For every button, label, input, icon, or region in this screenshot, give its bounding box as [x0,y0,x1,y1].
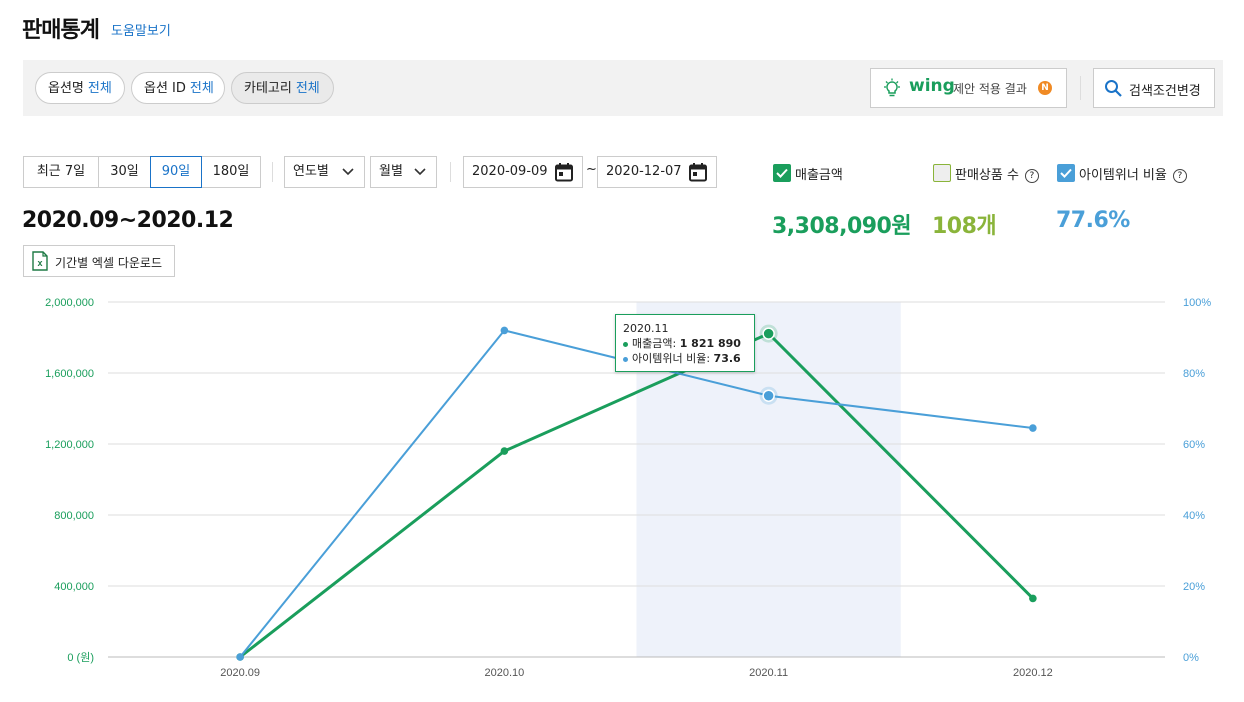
left-axis-tick-label: 0 (원) [67,651,94,664]
left-axis-tick-label: 800,000 [54,510,94,522]
right-axis-tick-label: 60% [1183,439,1205,451]
end-date-input[interactable]: 2020-12-07 [597,156,717,188]
end-date-value: 2020-12-07 [606,164,682,179]
preset-90days[interactable]: 90일 [150,156,202,188]
right-axis-tick-label: 20% [1183,581,1205,593]
preset-7days[interactable]: 최근 7일 [23,156,99,188]
chevron-down-icon [414,168,426,176]
itemwinner-label-text: 아이템위너 비율 [1079,168,1167,183]
sales-series-line [239,331,1034,659]
chart-tooltip: 2020.11 매출금액: 1 821 890 아이템위너 비율: 73.6 [615,314,755,372]
products-toggle-label: 판매상품 수? [955,164,1039,183]
option-id-label: 옵션 ID [144,81,186,96]
help-link[interactable]: 도움말보기 [111,24,171,39]
tooltip-sales-value: 1 821 890 [679,337,741,350]
divider [450,162,451,182]
category-filter[interactable]: 카테고리 전체 [231,72,334,104]
sales-checkbox[interactable] [773,164,791,182]
start-date-value: 2020-09-09 [472,164,548,179]
question-icon[interactable]: ? [1172,168,1187,183]
category-value: 전체 [295,81,320,96]
tooltip-iw-label: 아이템위너 비율: [632,352,711,365]
right-axis-tick-label: 100% [1183,297,1211,309]
search-condition-button[interactable]: 검색조건변경 [1093,68,1215,108]
sales-chart: 0 (원) 0% 400,000 20% 800,000 40% 1,200,000 60% 1… [45,297,1211,679]
wing-brand: wing [909,76,955,96]
search-condition-label: 검색조건변경 [1129,84,1201,99]
itemwinner-toggle-label: 아이템위너 비율? [1079,164,1187,183]
right-axis-tick-label: 80% [1183,368,1205,380]
chevron-down-icon [342,168,354,176]
search-icon [1105,80,1122,97]
itemwinner-checkbox[interactable] [1057,164,1075,182]
product-count: 108개 [932,214,997,239]
sales-toggle-label: 매출금액 [795,168,843,183]
check-icon [776,168,788,178]
right-axis-tick-label: 0% [1183,652,1199,664]
date-separator: ~ [586,162,597,177]
sales-total: 3,308,090원 [772,214,912,239]
tooltip-title: 2020.11 [623,322,669,335]
question-icon[interactable]: ? [1024,168,1039,183]
products-label-text: 판매상품 수 [955,168,1019,183]
lightbulb-icon [884,78,900,97]
filter-bar: 옵션명 전체 옵션 ID 전체 카테고리 전체 wing 제안 적용 결과 N 검색조… [23,60,1223,116]
wing-suggestion-label: 제안 적용 결과 [953,82,1027,96]
year-select[interactable]: 연도별 [284,156,365,188]
products-checkbox[interactable] [933,164,951,182]
itemwinner-data-point [1029,424,1037,432]
check-icon [1060,168,1072,178]
start-date-input[interactable]: 2020-09-09 [463,156,583,188]
tooltip-sales-row: 매출금액: 1 821 890 [623,336,747,351]
x-axis-tick-label: 2020.10 [484,667,524,679]
month-select-value: 월별 [379,164,403,179]
left-axis-tick-label: 400,000 [54,581,94,593]
itemwinner-data-point [236,653,244,661]
divider [272,162,273,182]
itemwinner-data-point [762,389,775,402]
option-id-value: 전체 [189,81,214,96]
page-title: 판매통계 [22,18,100,43]
excel-icon: x [32,251,48,271]
sales-data-point [500,447,509,455]
new-badge: N [1038,81,1052,95]
option-name-value: 전체 [87,81,112,96]
x-axis-tick-label: 2020.12 [1013,667,1053,679]
itemwinner-data-point [500,326,509,335]
option-name-filter[interactable]: 옵션명 전체 [35,72,125,104]
month-select[interactable]: 월별 [370,156,437,188]
excel-download-button[interactable]: x 기간별 엑셀 다운로드 [23,245,175,277]
sales-data-point [1029,594,1037,603]
x-axis-tick-label: 2020.11 [749,667,788,679]
x-axis-tick-label: 2020.09 [220,667,260,679]
tooltip-sales-label: 매출금액: [632,337,677,350]
left-axis-tick-label: 1,600,000 [45,368,94,380]
preset-180days[interactable]: 180일 [201,156,261,188]
calendar-icon [689,163,707,182]
tooltip-iw-row: 아이템위너 비율: 73.6 [623,351,747,366]
sales-dot [623,341,628,347]
year-select-value: 연도별 [293,164,329,179]
left-axis-tick-label: 1,200,000 [45,439,94,451]
period-range-title: 2020.09~2020.12 [22,208,234,233]
svg-text:x: x [37,258,42,268]
sales-data-point [762,327,775,340]
option-id-filter[interactable]: 옵션 ID 전체 [131,72,225,104]
left-axis-tick-label: 2,000,000 [45,297,94,309]
wing-suggestion-button[interactable]: wing 제안 적용 결과 N [870,68,1067,108]
category-label: 카테고리 [244,81,292,96]
calendar-icon [555,163,573,182]
option-name-label: 옵션명 [48,81,84,96]
right-axis-tick-label: 40% [1183,510,1205,522]
divider [1080,76,1081,100]
tooltip-iw-value: 73.6 [713,352,741,365]
itemwinner-dot [623,356,628,362]
excel-download-label: 기간별 엑셀 다운로드 [55,256,162,270]
itemwinner-ratio: 77.6% [1056,208,1130,233]
preset-30days[interactable]: 30일 [98,156,151,188]
